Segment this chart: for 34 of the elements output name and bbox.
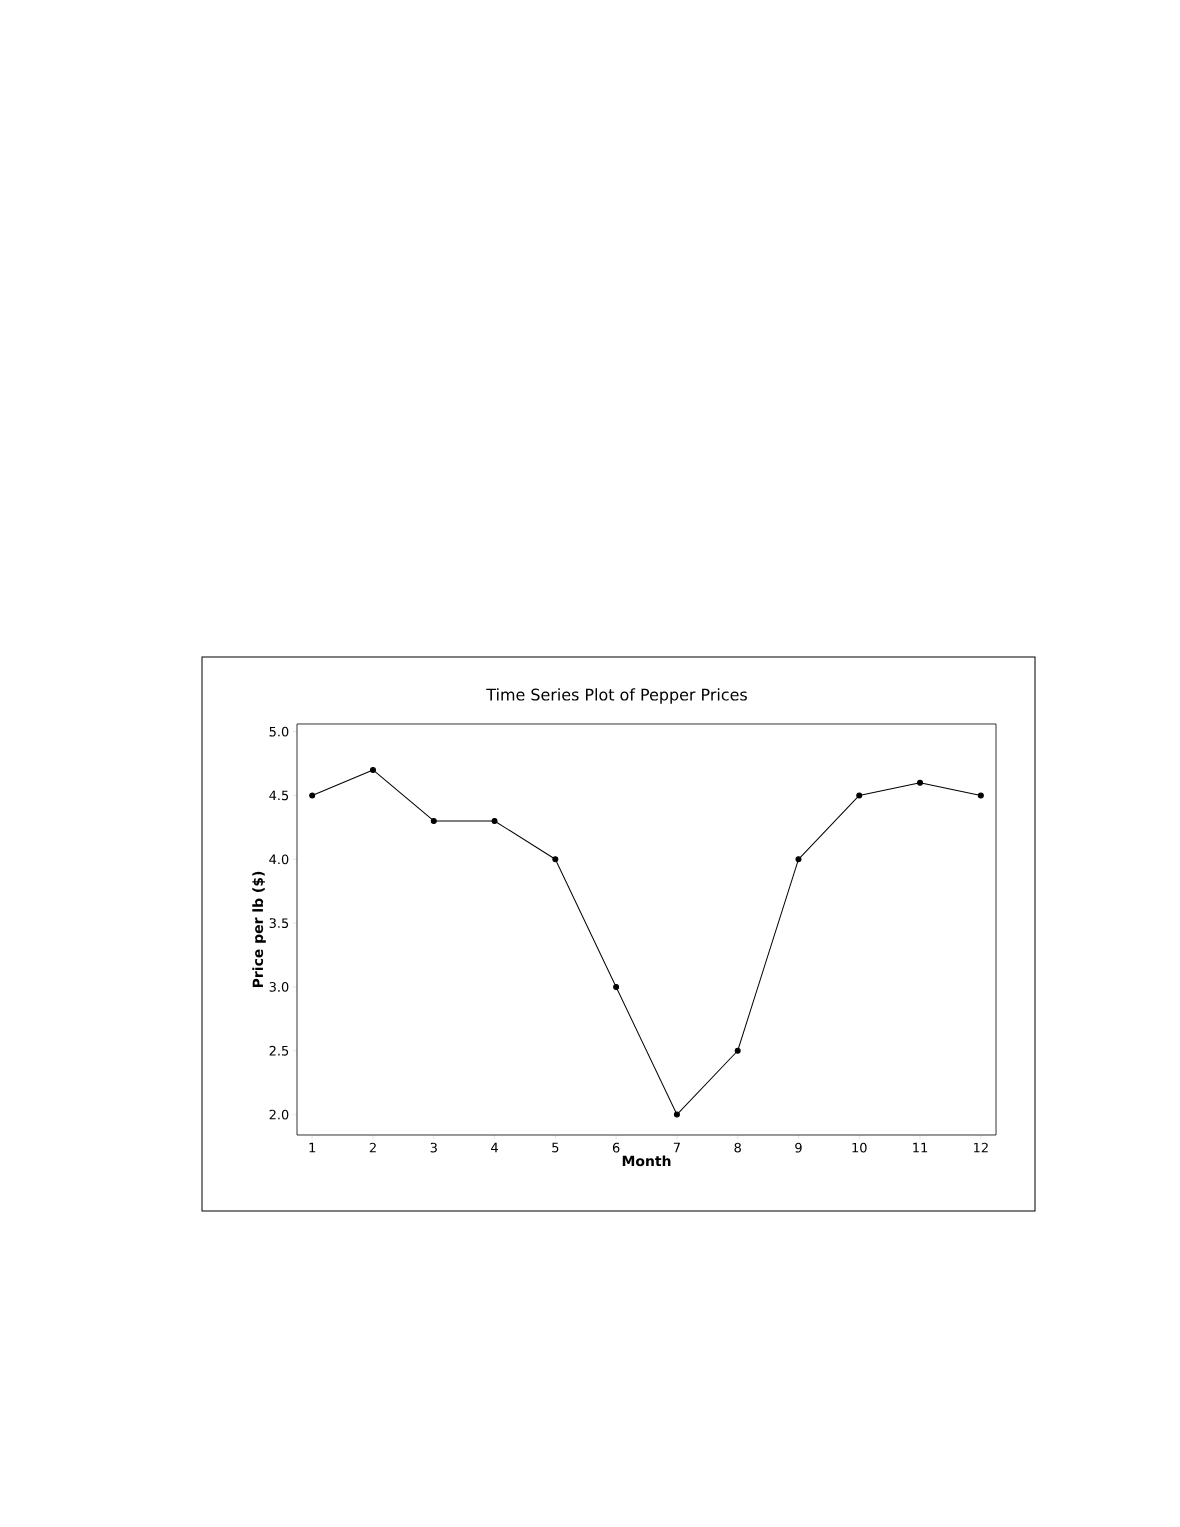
point [673, 1111, 680, 1118]
point [491, 817, 498, 824]
x-tick-label: 2 [369, 1142, 376, 1153]
y-tick-label: 4.5 [269, 790, 289, 801]
x-tick-label: 12 [974, 1142, 988, 1153]
x-axis-title: Month [622, 1155, 671, 1167]
y-axis-title: Price per lb ($) [252, 871, 266, 988]
point [917, 779, 924, 786]
point [734, 1047, 741, 1054]
y-tick-label: 4.0 [269, 854, 289, 865]
point [552, 856, 559, 863]
point [613, 983, 620, 990]
point [430, 817, 437, 824]
y-tick-label: 3.0 [269, 982, 289, 992]
x-tick-label: 9 [795, 1142, 802, 1153]
point [795, 856, 802, 863]
x-tick-label: 1 [309, 1142, 316, 1153]
x-tick-label: 8 [734, 1142, 741, 1153]
point [856, 792, 863, 799]
point [309, 792, 316, 799]
x-tick-label: 11 [913, 1142, 928, 1153]
y-tick-label: 3.5 [269, 918, 289, 928]
x-tick-label: 3 [430, 1142, 437, 1153]
y-tick-label: 2.5 [269, 1045, 289, 1056]
y-tick-label: 2.0 [269, 1109, 289, 1120]
point [369, 766, 376, 773]
y-tick-label: 5.0 [269, 726, 289, 737]
x-tick-label: 10 [852, 1142, 867, 1153]
x-tick-label: 6 [612, 1142, 620, 1153]
chart-title: Time Series Plot of Pepper Prices [486, 688, 747, 704]
x-tick-label: 7 [673, 1142, 680, 1153]
x-tick-label: 5 [552, 1142, 559, 1153]
x-tick-label: 4 [491, 1142, 498, 1153]
point [977, 792, 984, 799]
